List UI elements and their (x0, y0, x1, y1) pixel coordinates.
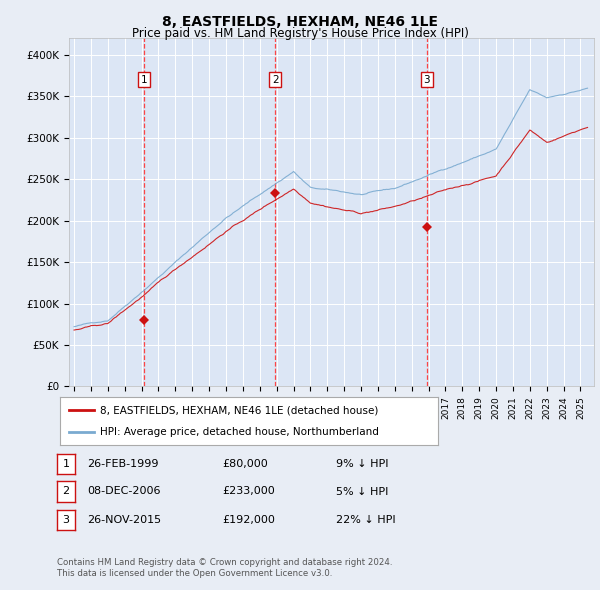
Text: HPI: Average price, detached house, Northumberland: HPI: Average price, detached house, Nort… (100, 427, 379, 437)
Text: 3: 3 (62, 515, 70, 525)
Text: 5% ↓ HPI: 5% ↓ HPI (336, 487, 388, 496)
Text: 22% ↓ HPI: 22% ↓ HPI (336, 515, 395, 525)
Text: £192,000: £192,000 (222, 515, 275, 525)
Text: 8, EASTFIELDS, HEXHAM, NE46 1LE: 8, EASTFIELDS, HEXHAM, NE46 1LE (162, 15, 438, 29)
Text: 2: 2 (272, 75, 278, 85)
Text: 26-NOV-2015: 26-NOV-2015 (87, 515, 161, 525)
Text: Contains HM Land Registry data © Crown copyright and database right 2024.
This d: Contains HM Land Registry data © Crown c… (57, 558, 392, 578)
Text: £80,000: £80,000 (222, 459, 268, 468)
Text: £233,000: £233,000 (222, 487, 275, 496)
Text: 1: 1 (141, 75, 148, 85)
Text: 3: 3 (424, 75, 430, 85)
Text: 2: 2 (62, 487, 70, 496)
Text: 9% ↓ HPI: 9% ↓ HPI (336, 459, 389, 468)
Text: Price paid vs. HM Land Registry's House Price Index (HPI): Price paid vs. HM Land Registry's House … (131, 27, 469, 40)
Text: 1: 1 (62, 459, 70, 468)
Text: 8, EASTFIELDS, HEXHAM, NE46 1LE (detached house): 8, EASTFIELDS, HEXHAM, NE46 1LE (detache… (100, 405, 378, 415)
Text: 08-DEC-2006: 08-DEC-2006 (87, 487, 161, 496)
Text: 26-FEB-1999: 26-FEB-1999 (87, 459, 158, 468)
